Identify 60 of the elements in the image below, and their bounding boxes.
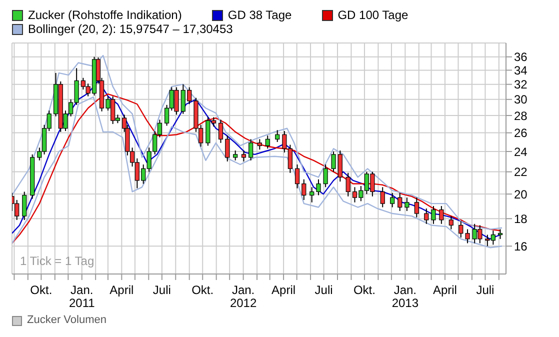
candlestick: [233, 150, 238, 161]
candlestick: [424, 208, 429, 224]
y-tick-label: 30: [514, 92, 528, 107]
x-tick-label: Jan. 2011: [68, 283, 96, 310]
candlestick: [257, 138, 262, 150]
legend-label: GD 38 Tage: [228, 8, 292, 22]
candlestick: [448, 216, 454, 230]
candlestick: [316, 178, 321, 196]
line-series: [12, 54, 503, 230]
candlestick: [275, 130, 280, 142]
x-tick-label: April: [272, 283, 296, 297]
x-tick-label: Jan. 2013: [392, 283, 419, 310]
x-tick-label: April: [110, 283, 134, 297]
x-tick-label: Okt.: [192, 283, 214, 297]
candlestick: [22, 191, 27, 220]
candlestick: [331, 150, 336, 172]
x-tick-label: April: [432, 283, 457, 297]
candlestick: [380, 186, 385, 208]
candlestick: [414, 197, 419, 218]
x-tick-label: Juli: [152, 283, 171, 297]
candlestick: [248, 138, 254, 161]
y-tick-label: 18: [514, 212, 528, 226]
candlestick: [404, 197, 410, 212]
y-tick-label: 34: [514, 63, 528, 78]
y-tick-label: 28: [514, 108, 528, 123]
candlestick: [294, 164, 300, 189]
text: Zucker Volumen: [27, 314, 106, 327]
candlestick: [498, 228, 503, 240]
annotation: 1 Tick = 1 Tag: [20, 254, 94, 268]
y-tick-label: 22: [514, 165, 528, 180]
candlestick: [431, 206, 436, 224]
candlestick: [302, 178, 306, 200]
x-tick-label: Jan. 2012: [230, 283, 257, 310]
candlestick: [241, 150, 246, 162]
legend-label: Zucker (Rohstoffe Indikation): [28, 8, 182, 22]
candlestick: [465, 228, 470, 244]
x-tick-label: Okt.: [353, 283, 376, 297]
y-tick-label: 26: [514, 126, 528, 140]
candlestick: [218, 119, 224, 144]
y-tick-label: 24: [514, 144, 528, 159]
candlestick: [390, 192, 395, 208]
candlestick: [225, 135, 230, 162]
y-tick-label: 20: [514, 187, 528, 202]
candlestick: [346, 172, 350, 197]
candlestick: [398, 192, 402, 212]
candlestick: [265, 135, 270, 150]
candlestick: [310, 186, 314, 203]
candlestick: [439, 206, 444, 224]
candlestick: [323, 164, 328, 188]
x-tick-label: Juli: [476, 283, 494, 297]
candlestick: [458, 220, 464, 238]
x-tick-label: Okt.: [30, 283, 52, 297]
candlestick: [14, 199, 20, 220]
y-tick-label: 32: [514, 78, 528, 92]
x-tick-label: Juli: [314, 283, 333, 297]
legend-label: Bollinger (20, 2): 15,97547 – 17,30453: [28, 22, 233, 36]
legend-label: GD 100 Tage: [338, 8, 408, 22]
candlestick: [338, 150, 342, 182]
y-tick-label: 16: [514, 239, 528, 254]
y-tick-label: 36: [514, 50, 528, 64]
